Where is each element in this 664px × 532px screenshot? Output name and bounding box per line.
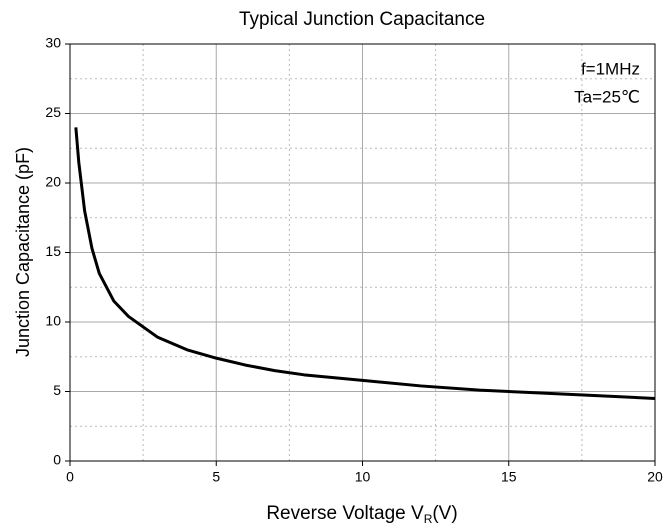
y-axis-label: Junction Capacitance (pF) <box>13 147 33 357</box>
curve <box>74 127 656 400</box>
x-tick-label: 15 <box>501 469 517 485</box>
y-tick-label: 30 <box>45 35 61 51</box>
y-tick-label: 20 <box>45 174 61 190</box>
x-axis-label: Reverse Voltage VR(V) <box>266 503 457 526</box>
annotation: f=1MHz <box>581 59 640 78</box>
y-tick-label: 25 <box>45 104 61 120</box>
y-tick-label: 5 <box>53 382 61 398</box>
x-tick-label: 10 <box>355 469 371 485</box>
x-label-suffix: (V) <box>432 503 457 524</box>
x-label-sub: R <box>424 512 433 526</box>
plot-frame <box>69 43 656 462</box>
y-tick-label: 15 <box>45 243 61 259</box>
x-label-main: Reverse Voltage V <box>266 503 424 524</box>
x-tick-label: 0 <box>66 469 74 485</box>
y-tick-label: 10 <box>45 313 61 329</box>
x-tick-label: 20 <box>647 469 663 485</box>
x-tick-label: 5 <box>212 469 220 485</box>
y-tick-label: 0 <box>53 452 61 468</box>
chart-title: Typical Junction Capacitance <box>239 9 485 30</box>
annotation: Ta=25℃ <box>574 87 640 106</box>
